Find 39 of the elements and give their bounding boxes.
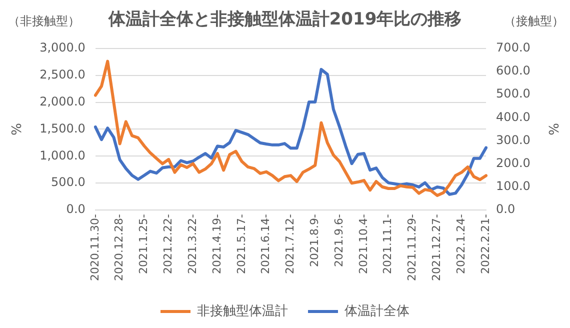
x-tick-label: 2021.9.6- xyxy=(332,214,346,268)
x-tick-label: 2021.12.27- xyxy=(430,214,444,281)
x-tick-label: 2021.6.14- xyxy=(259,214,272,274)
legend-label: 体温計全体 xyxy=(344,304,410,319)
y2-tick-label: 200.0 xyxy=(496,156,530,170)
y-tick-label: 2,000.0 xyxy=(40,94,86,108)
y2-tick-label: 400.0 xyxy=(496,110,530,124)
y-tick-label: 1,000.0 xyxy=(40,148,86,162)
legend-label: 非接触型体温計 xyxy=(197,304,288,319)
y2-tick-label: 300.0 xyxy=(496,132,530,147)
y2-tick-label: 100.0 xyxy=(496,179,530,194)
x-tick-label: 2021.8.9- xyxy=(308,214,321,268)
x-tick-label: 2021.11.29- xyxy=(406,214,419,281)
x-tick-label: 2022.1.24- xyxy=(454,214,468,274)
y-tick-label: 2,500.0 xyxy=(40,67,86,82)
x-tick-label: 2021.7.12- xyxy=(284,214,297,274)
y2-tick-label: 700.0 xyxy=(496,40,530,55)
x-tick-label: 2021.3.22- xyxy=(186,214,199,274)
chart-title: 体温計全体と非接触型体温計2019年比の推移 xyxy=(107,10,462,30)
y2-tick-label: 600.0 xyxy=(496,64,530,78)
x-tick-label: 2021.2.22- xyxy=(162,214,175,274)
x-tick-label: 2021.10.4- xyxy=(356,214,370,274)
y2-tick-label: 0.0 xyxy=(496,202,516,216)
y2-tick-label: 500.0 xyxy=(496,86,530,101)
x-tick-label: 2021.4.19- xyxy=(210,214,224,274)
y-axis-title: % xyxy=(10,123,26,136)
text: （接触型） xyxy=(504,14,564,28)
y-tick-label: 500.0 xyxy=(51,175,86,190)
x-tick-label: 2021.5.17- xyxy=(234,214,248,274)
x-tick-label: 2021.11.1- xyxy=(381,214,394,274)
y-tick-label: 1,500.0 xyxy=(40,121,86,136)
text: （非接触型） xyxy=(8,14,80,28)
x-tick-label: 2020.12.28- xyxy=(112,214,126,281)
x-tick-label: 2020.11.30- xyxy=(88,214,102,281)
x-tick-label: 2022.2.21- xyxy=(478,214,492,274)
x-tick-label: 2021.1.25- xyxy=(137,214,150,274)
y-tick-label: 0.0 xyxy=(66,202,86,216)
y-tick-label: 3,000.0 xyxy=(40,40,86,55)
y2-axis-title: % xyxy=(544,123,560,136)
